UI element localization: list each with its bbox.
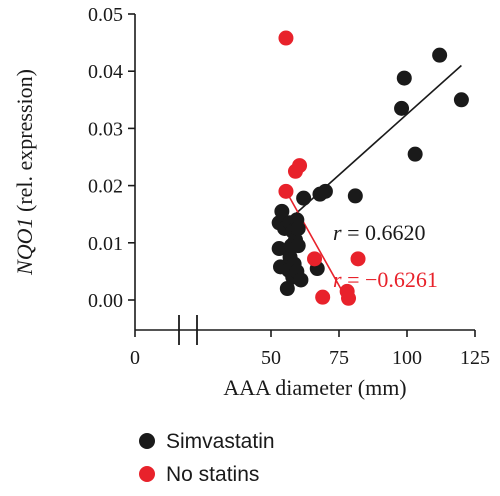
x-axis-label: AAA diameter (mm) <box>223 375 406 400</box>
x-tick-label: 125 <box>460 347 490 369</box>
y-tick-label: 0.00 <box>88 290 123 312</box>
x-tick-label: 75 <box>329 347 349 369</box>
no-statins-point <box>315 289 331 305</box>
x-tick-label: 50 <box>261 347 281 369</box>
y-tick-label: 0.03 <box>88 118 123 140</box>
y-tick-label: 0.05 <box>88 4 123 26</box>
legend: Simvastatin No statins <box>139 430 275 486</box>
no-statins-point <box>292 158 308 174</box>
no-statins-legend-label: No statins <box>166 463 259 486</box>
r-symbol: r <box>333 267 342 292</box>
regression-lines <box>278 64 462 301</box>
no-statins-legend-marker <box>139 466 155 482</box>
simvastatin-point <box>453 92 469 108</box>
y-axis-label-rest: (rel. expression) <box>12 69 37 217</box>
simvastatin-point <box>296 190 312 206</box>
simvastatin-legend-marker <box>139 433 155 449</box>
simvastatin-point <box>290 238 306 254</box>
simvastatin-point <box>394 100 410 116</box>
simvastatin-point <box>432 47 448 63</box>
simvastatin-point <box>317 183 333 199</box>
no-statins-point <box>350 251 366 267</box>
y-tick-label: 0.04 <box>88 61 123 83</box>
axes: 0.00 0.01 0.02 0.03 0.04 0.05 0 50 75 100 125 AAA d… <box>12 4 490 400</box>
simvastatin-point <box>290 221 306 236</box>
simvastatin-point <box>347 188 363 204</box>
r-value: = 0.6620 <box>342 220 426 245</box>
simvastatin-point <box>407 146 423 162</box>
no-statins-point <box>278 30 294 46</box>
y-tick-label: 0.02 <box>88 176 123 198</box>
no-statins-point <box>278 183 294 199</box>
y-tick-label: 0.01 <box>88 233 123 255</box>
no-statins-point <box>307 251 323 267</box>
data-points <box>271 30 469 306</box>
r-symbol: r <box>333 220 342 245</box>
simvastatin-point <box>279 281 295 297</box>
simvastatin-point <box>396 70 412 86</box>
simvastatin-legend-label: Simvastatin <box>166 430 275 453</box>
x-tick-label: 100 <box>392 347 422 369</box>
simvastatin-point <box>274 203 290 219</box>
no-statins-r-annotation: r = −0.6261 <box>333 267 438 292</box>
simvastatin-r-annotation: r = 0.6620 <box>333 220 425 245</box>
no-statins-fit-line <box>283 188 348 301</box>
simvastatin-point <box>293 272 309 288</box>
y-axis-label-italic: NQO1 <box>12 218 37 276</box>
y-axis-label: NQO1 (rel. expression) <box>12 69 37 276</box>
no-statins-point <box>341 290 357 306</box>
simvastatin-point <box>271 241 287 257</box>
x-tick-label: 0 <box>130 347 140 369</box>
r-value: = −0.6261 <box>342 267 438 292</box>
